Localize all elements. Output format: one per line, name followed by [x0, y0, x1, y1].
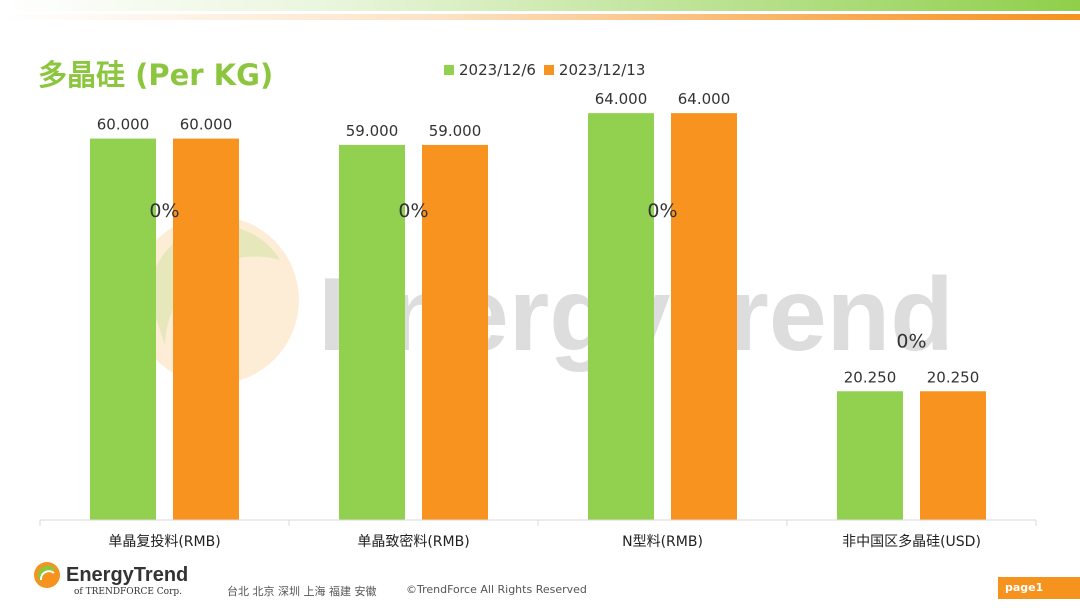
change-label: 0%	[149, 200, 179, 222]
legend-swatch-series2	[543, 65, 554, 75]
watermark: EnergyTrend	[131, 216, 954, 384]
x-axis-label: N型料(RMB)	[622, 534, 703, 550]
change-label: 0%	[647, 200, 677, 222]
legend-swatch-series1	[444, 65, 454, 75]
bar-value-label: 64.000	[595, 90, 648, 108]
bars-group: 60.000 60.000 0% 59.000 59.000 0% 64.000 64.000…	[90, 90, 986, 521]
footer-cities: 台北 北京 深圳 上海 福建 安徽	[227, 585, 377, 598]
change-label: 0%	[398, 200, 428, 222]
x-axis-label: 非中国区多晶硅(USD)	[842, 533, 981, 550]
bar-series1-cat4	[837, 391, 903, 520]
bar-value-label: 59.000	[429, 122, 482, 140]
bar-value-label: 64.000	[678, 90, 731, 108]
legend-label-series1: 2023/12/6	[459, 61, 536, 79]
top-orange-stripe	[0, 14, 1080, 20]
bar-value-label: 60.000	[180, 116, 233, 134]
bar-series1-cat1	[90, 138, 156, 521]
bar-value-label: 60.000	[97, 116, 150, 134]
page-title: 多晶硅 (Per KG)	[38, 58, 274, 92]
bar-value-label: 20.250	[844, 368, 897, 386]
footer-copyright: ©TrendForce All Rights Reserved	[406, 583, 587, 596]
bar-series2-cat4	[920, 391, 986, 520]
bar-value-label: 59.000	[346, 122, 399, 140]
footer-logo: EnergyTrend	[32, 560, 188, 590]
bar-value-label: 20.250	[927, 368, 980, 386]
bar-series2-cat1	[173, 138, 239, 521]
x-axis-labels: 单晶复投料(RMB) 单晶致密料(RMB) N型料(RMB) 非中国区多晶硅(USD)	[108, 533, 981, 550]
bar-series2-cat2	[422, 144, 488, 520]
bar-series2-cat3	[671, 113, 737, 521]
top-decor-bar	[0, 0, 1080, 22]
x-axis-label: 单晶致密料(RMB)	[357, 533, 469, 550]
logo-subtitle: of TRENDFORCE Corp.	[74, 587, 182, 597]
x-axis-ticks	[39, 520, 1037, 526]
chart-legend: 2023/12/6 2023/12/13	[444, 61, 653, 79]
legend-label-series2: 2023/12/13	[558, 61, 646, 79]
change-label: 0%	[896, 330, 926, 352]
x-axis-label: 单晶复投料(RMB)	[108, 533, 220, 550]
legend-item-series1: 2023/12/6	[444, 61, 536, 79]
bar-series1-cat2	[339, 144, 405, 520]
bar-series1-cat3	[588, 113, 654, 521]
page-number-badge: page1	[998, 577, 1080, 599]
energytrend-logo-icon	[34, 562, 60, 588]
legend-item-series2: 2023/12/13	[543, 61, 646, 79]
logo-name: EnergyTrend	[66, 563, 189, 586]
top-green-stripe	[0, 0, 1080, 11]
